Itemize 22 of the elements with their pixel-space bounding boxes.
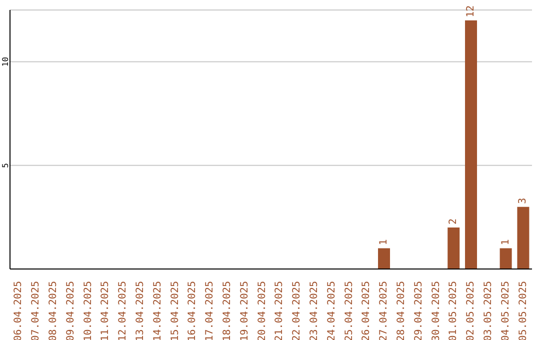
bar — [517, 206, 530, 269]
data-label: 3 — [518, 198, 529, 204]
x-tick-label: 12.04.2025 — [118, 281, 129, 340]
x-tick-label: 17.04.2025 — [204, 281, 216, 340]
y-tick-label: 5 — [1, 162, 10, 168]
data-label: 1 — [378, 239, 390, 246]
x-tick-label: 18.04.2025 — [222, 281, 233, 340]
data-label: 1 — [500, 239, 512, 246]
x-tick-label: 14.04.2025 — [152, 281, 164, 340]
data-label: 12 — [466, 5, 477, 18]
x-tick-label: 16.04.2025 — [187, 281, 198, 340]
y-tick-label: 10 — [1, 56, 10, 67]
x-tick-label: 15.04.2025 — [170, 281, 181, 340]
bar — [378, 248, 390, 269]
data-label: 2 — [448, 218, 460, 225]
x-tick-label: 11.04.2025 — [100, 281, 112, 340]
bar — [448, 228, 460, 269]
x-tick-label: 10.04.2025 — [82, 281, 94, 340]
x-tick-label: 19.04.2025 — [239, 281, 250, 340]
bar — [500, 248, 512, 269]
bar — [465, 20, 478, 269]
x-tick-label: 13.04.2025 — [135, 281, 146, 340]
